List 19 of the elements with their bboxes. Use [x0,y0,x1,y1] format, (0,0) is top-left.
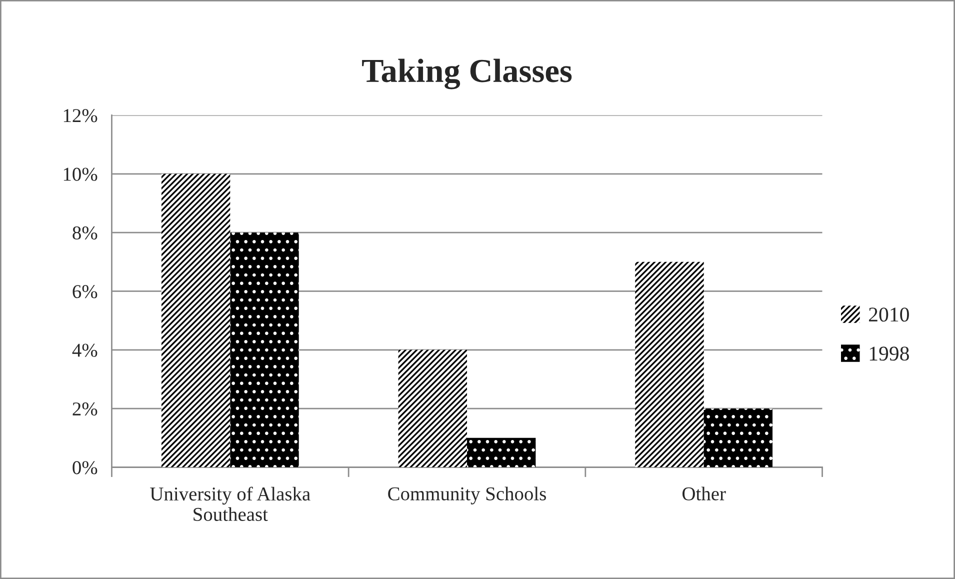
y-tick-label: 12% [64,109,98,122]
legend-label: 2010 [869,308,909,322]
y-tick-label: 10% [64,168,98,181]
y-tick-label: 8% [72,226,98,240]
x-tick-label: Other [682,486,726,500]
y-tick-label: 6% [72,285,98,298]
legend-label: 1998 [870,346,909,361]
bar [466,438,536,468]
bar [230,232,299,468]
bar [161,174,230,468]
bar [398,350,467,468]
y-tick-label: 2% [72,402,98,416]
y-tick-label: 0% [72,461,98,474]
chart-title: Taking Classes [362,58,572,90]
bar [704,408,773,468]
x-tick-label: Community Schools [388,486,546,504]
x-tick-label: University of Alaska Southeast [150,486,310,521]
y-tick-label: 4% [72,344,98,357]
bar [635,262,704,468]
